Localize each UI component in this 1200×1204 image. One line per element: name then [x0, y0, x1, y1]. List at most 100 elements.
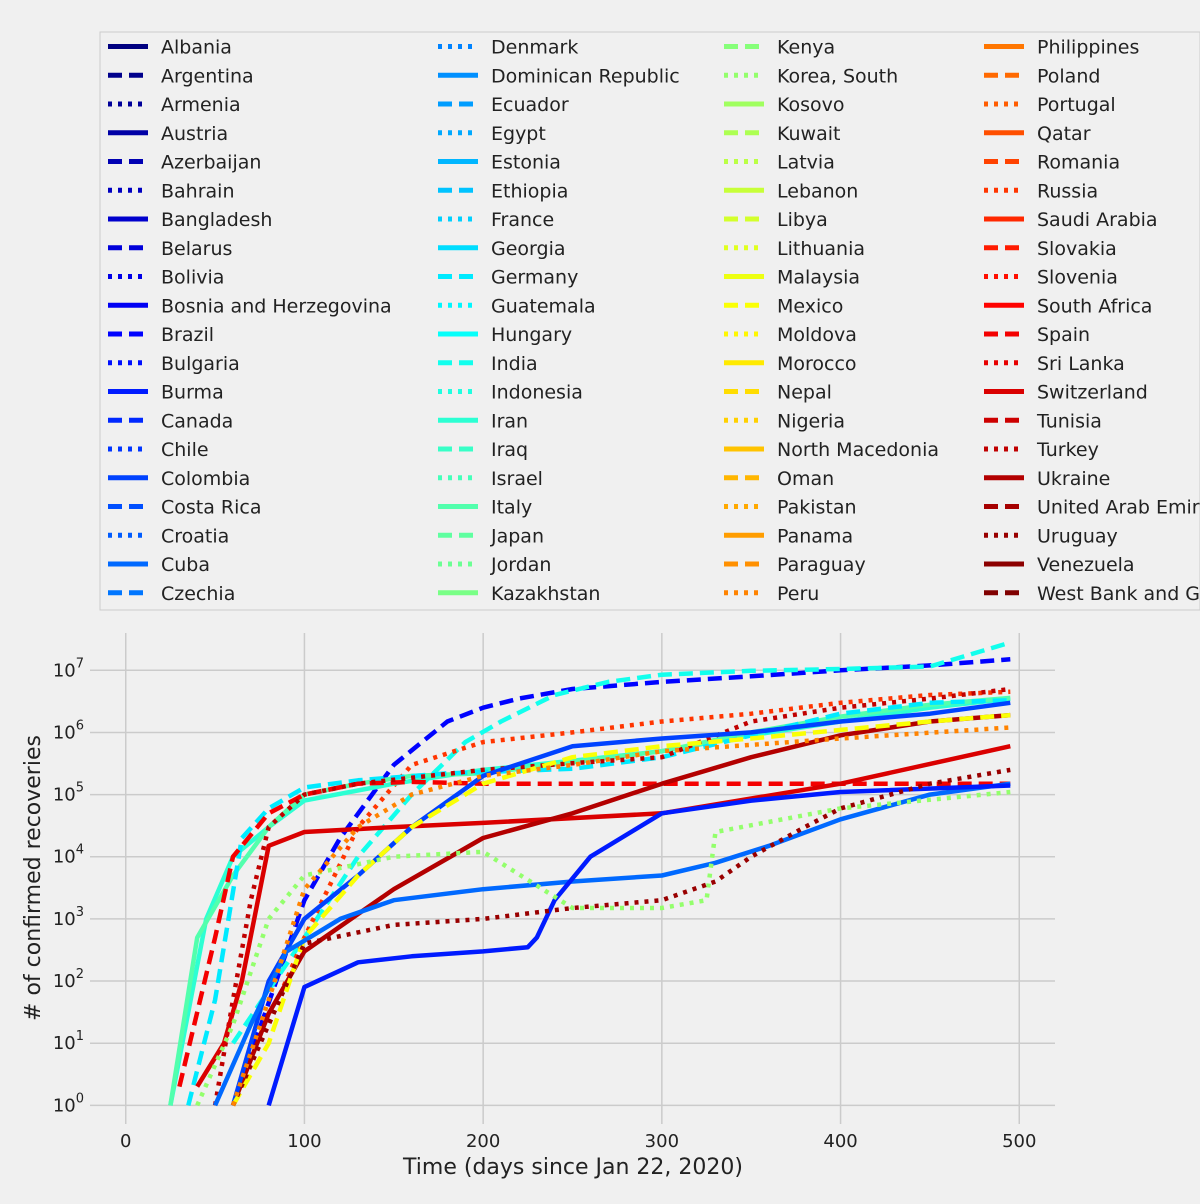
legend-label: Sri Lanka [1037, 353, 1125, 375]
legend-label: Bulgaria [161, 353, 240, 375]
legend-label: Belarus [161, 238, 232, 260]
legend-label: Poland [1037, 65, 1100, 87]
legend-label: Germany [491, 267, 578, 289]
legend-label: Colombia [161, 468, 250, 490]
y-tick-label: 106 [53, 718, 84, 743]
legend-label: Venezuela [1037, 554, 1135, 576]
legend-label: Peru [777, 583, 819, 605]
legend-label: Latvia [777, 152, 835, 174]
legend-label: Kosovo [777, 94, 845, 116]
legend-label: United Arab Emirates [1037, 497, 1200, 519]
legend-label: Croatia [161, 525, 229, 547]
legend-label: Denmark [491, 37, 578, 59]
legend-label: Qatar [1037, 123, 1091, 145]
legend-label: Hungary [491, 324, 572, 346]
legend-label: Azerbaijan [161, 152, 261, 174]
legend-label: Indonesia [491, 382, 583, 404]
y-tick-label: 107 [53, 656, 84, 681]
x-tick-label: 100 [287, 1131, 321, 1152]
legend-label: Nigeria [777, 410, 845, 432]
legend-label: Slovenia [1037, 267, 1118, 289]
legend-label: Switzerland [1037, 382, 1148, 404]
legend-label: France [491, 209, 554, 231]
y-tick-label: 102 [53, 967, 84, 992]
legend-label: Lebanon [777, 180, 858, 202]
series-line [230, 657, 1011, 1107]
legend-label: Uruguay [1037, 525, 1118, 547]
legend-label: Guatemala [491, 295, 596, 317]
series-line [266, 783, 1011, 1107]
legend-label: Argentina [161, 65, 254, 87]
legend-label: Albania [161, 37, 232, 59]
legend-label: South Africa [1037, 295, 1152, 317]
axis-ticks: 0 100 200 300 400 500 100 101 102 103 104 105 106 107 [53, 656, 1037, 1152]
legend-label: Malaysia [777, 267, 860, 289]
y-tick-label: 105 [53, 781, 84, 806]
y-axis-label: # of confirmed recoveries [21, 735, 46, 1021]
series-line [230, 712, 1011, 1107]
legend-label: Italy [491, 497, 532, 519]
legend-label: Japan [490, 525, 544, 547]
x-axis-label: Time (days since Jan 22, 2020) [402, 1155, 743, 1180]
legend-label: Russia [1037, 180, 1098, 202]
legend-label: Korea, South [777, 65, 898, 87]
legend-label: Ukraine [1037, 468, 1110, 490]
legend-label: India [491, 353, 538, 375]
legend-label: Canada [161, 410, 233, 432]
series-line [195, 789, 1011, 1107]
legend-label: Iraq [491, 439, 528, 461]
legend-label: Philippines [1037, 37, 1139, 59]
legend-label: Jordan [490, 554, 551, 576]
legend-label: Paraguay [777, 554, 866, 576]
legend: Albania Argentina Armenia Austria Azerbaijan… [108, 37, 1200, 605]
series-line [230, 700, 1011, 1107]
legend-label: Tunisia [1036, 410, 1102, 432]
legend-label: Ethiopia [491, 180, 568, 202]
legend-label: Nepal [777, 382, 832, 404]
legend-label: Saudi Arabia [1037, 209, 1158, 231]
legend-label: Mexico [777, 295, 843, 317]
legend-label: Pakistan [777, 497, 857, 519]
legend-label: Austria [161, 123, 228, 145]
legend-label: Slovakia [1037, 238, 1117, 260]
y-tick-label: 104 [53, 843, 84, 868]
legend-label: Chile [161, 439, 209, 461]
legend-label: Panama [777, 525, 853, 547]
legend-label: Bangladesh [161, 209, 272, 231]
series-line [230, 689, 1011, 1107]
legend-label: Czechia [161, 583, 235, 605]
legend-label: Portugal [1037, 94, 1116, 116]
legend-label: Oman [777, 468, 834, 490]
legend-label: Georgia [491, 238, 566, 260]
legend-label: Romania [1037, 152, 1120, 174]
x-tick-label: 500 [1002, 1131, 1036, 1152]
legend-label: Spain [1037, 324, 1090, 346]
legend-label: Costa Rica [161, 497, 262, 519]
legend-label: Bahrain [161, 180, 235, 202]
legend-label: North Macedonia [777, 439, 939, 461]
x-tick-label: 200 [466, 1131, 500, 1152]
legend-label: Libya [777, 209, 828, 231]
legend-label: Kuwait [777, 123, 840, 145]
legend-label: Israel [491, 468, 543, 490]
legend-label: Ecuador [491, 94, 569, 116]
legend-label: Iran [491, 410, 528, 432]
legend-label: Morocco [777, 353, 857, 375]
legend-label: Dominican Republic [491, 65, 680, 87]
legend-label: Bosnia and Herzegovina [161, 295, 392, 317]
x-tick-label: 400 [823, 1131, 857, 1152]
legend-label: Egypt [491, 123, 546, 145]
y-tick-label: 100 [53, 1091, 84, 1116]
legend-label: Brazil [161, 324, 214, 346]
legend-label: Armenia [161, 94, 241, 116]
series-line [230, 767, 1011, 1107]
legend-label: Bolivia [161, 267, 224, 289]
legend-label: Lithuania [777, 238, 865, 260]
legend-label: Turkey [1036, 439, 1099, 461]
legend-label: Moldova [777, 324, 857, 346]
x-tick-label: 300 [645, 1131, 679, 1152]
legend-frame [99, 31, 1200, 611]
legend-label: Estonia [491, 152, 561, 174]
